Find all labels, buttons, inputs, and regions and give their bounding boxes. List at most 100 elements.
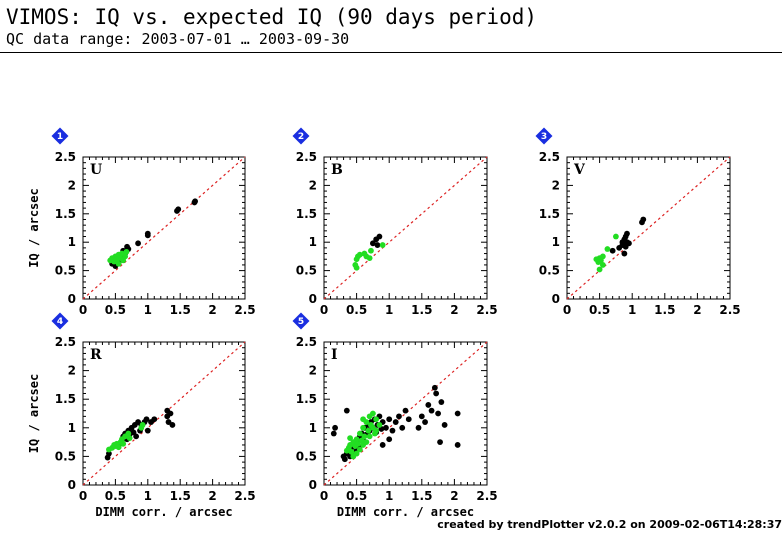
data-point-green xyxy=(370,410,376,417)
data-point-black xyxy=(438,399,445,405)
data-point-black xyxy=(144,427,151,434)
data-point-green xyxy=(379,242,386,248)
y-tick-label: 2 xyxy=(309,364,317,378)
data-point-black xyxy=(609,247,616,254)
data-point-green xyxy=(123,248,130,255)
x-tick-label: 2 xyxy=(450,303,458,317)
data-point-green xyxy=(366,255,373,262)
x-tick-label: 0.5 xyxy=(105,303,126,317)
x-axis-label: DIMM corr. / arcsec xyxy=(337,505,474,519)
data-point-green xyxy=(376,422,383,428)
data-point-black xyxy=(169,422,176,428)
panel-badge-number: 2 xyxy=(298,132,304,142)
reference-diagonal xyxy=(82,156,246,300)
data-point-green xyxy=(368,247,374,254)
x-tick-label: 1 xyxy=(144,489,152,503)
data-point-black xyxy=(376,233,383,240)
y-tick-label: 2 xyxy=(68,364,76,378)
panel-badge-number: 4 xyxy=(57,317,63,327)
page-subtitle: QC data range: 2003-07-01 … 2003-09-30 xyxy=(6,30,350,48)
plot-frame xyxy=(323,156,488,300)
y-tick-label: 1.5 xyxy=(55,392,76,406)
data-point-black xyxy=(175,206,182,213)
data-point-black xyxy=(167,410,174,417)
data-point-green xyxy=(360,424,367,431)
reference-diagonal xyxy=(566,156,731,300)
data-point-black xyxy=(454,442,461,448)
x-tick-label: 2.5 xyxy=(476,303,497,317)
panel-badge-number: 3 xyxy=(541,132,547,142)
data-point-black xyxy=(415,424,422,431)
data-point-black xyxy=(428,407,435,414)
data-point-black xyxy=(405,416,412,423)
data-point-black xyxy=(386,416,393,423)
data-point-black xyxy=(383,424,389,431)
data-point-black xyxy=(192,198,199,205)
x-tick-label: 2 xyxy=(208,303,216,317)
data-point-black xyxy=(386,436,393,443)
x-tick-label: 1.5 xyxy=(654,303,675,317)
panel-badge-icon xyxy=(535,127,553,145)
data-point-green xyxy=(353,264,360,271)
x-tick-label: 0.5 xyxy=(105,489,126,503)
data-point-black xyxy=(422,419,428,425)
x-tick-label: 1 xyxy=(628,303,636,317)
data-point-green xyxy=(125,430,132,437)
data-point-black xyxy=(133,433,140,440)
y-tick-label: 1 xyxy=(68,421,76,435)
data-point-green xyxy=(360,416,367,423)
data-point-black xyxy=(389,427,396,434)
data-point-black xyxy=(454,410,461,417)
band-label: V xyxy=(573,162,586,178)
data-point-green xyxy=(347,435,353,441)
x-tick-label: 1 xyxy=(144,303,152,317)
data-point-black xyxy=(343,407,350,414)
data-point-green xyxy=(366,433,373,440)
y-tick-label: 2 xyxy=(68,178,76,192)
data-point-black xyxy=(330,430,337,437)
data-point-green xyxy=(353,436,360,443)
x-tick-label: 2.5 xyxy=(719,303,740,317)
data-point-black xyxy=(626,240,632,247)
x-tick-label: 1.5 xyxy=(411,303,432,317)
data-point-black xyxy=(621,250,628,257)
data-point-green xyxy=(355,440,361,447)
scatter-panel-r: 0 0.5 1 1.5 2 2.5 0 0.5 1 1.5 2 2.5 R 4 IQ / arcsec DIM… xyxy=(27,312,256,519)
data-point-green xyxy=(365,427,372,434)
data-point-green xyxy=(613,233,619,240)
x-tick-label: 1.5 xyxy=(170,489,191,503)
data-point-green xyxy=(348,448,355,455)
y-tick-label: 1.5 xyxy=(296,392,317,406)
y-tick-label: 0 xyxy=(309,478,317,492)
data-point-black xyxy=(143,416,150,423)
data-point-green xyxy=(120,440,127,447)
reference-diagonal xyxy=(82,341,246,486)
y-tick-label: 1 xyxy=(68,235,76,249)
x-tick-label: 2 xyxy=(693,303,701,317)
y-tick-label: 0 xyxy=(552,292,560,306)
panel-badge-icon xyxy=(292,127,310,145)
x-tick-label: 2 xyxy=(450,489,458,503)
x-tick-label: 0.5 xyxy=(589,303,610,317)
data-point-green xyxy=(353,450,360,457)
y-tick-label: 2.5 xyxy=(296,150,317,164)
data-point-green xyxy=(373,427,380,434)
plot-frame xyxy=(566,156,731,300)
y-tick-label: 2.5 xyxy=(55,150,76,164)
data-point-green xyxy=(599,262,606,268)
data-point-black xyxy=(379,442,386,448)
band-label: R xyxy=(90,347,102,363)
data-point-black xyxy=(370,240,376,247)
band-label: B xyxy=(331,162,343,178)
y-tick-label: 1.5 xyxy=(55,207,76,221)
band-label: I xyxy=(331,347,338,363)
x-axis-label: DIMM corr. / arcsec xyxy=(95,505,232,519)
y-tick-label: 2 xyxy=(552,178,560,192)
x-tick-label: 0 xyxy=(320,489,328,503)
y-tick-label: 2.5 xyxy=(296,335,317,349)
x-tick-label: 0 xyxy=(320,303,328,317)
data-point-black xyxy=(144,232,151,239)
data-point-green xyxy=(139,422,146,428)
data-point-black xyxy=(433,390,440,397)
